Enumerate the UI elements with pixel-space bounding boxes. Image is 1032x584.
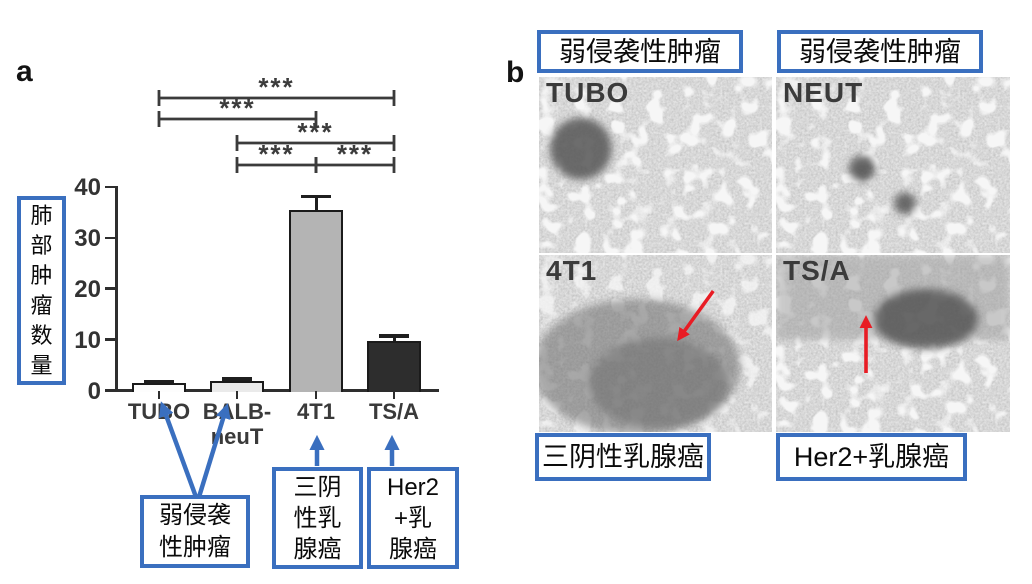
y-tick-label: 30 xyxy=(74,224,101,252)
annotation-box-her2: Her2 +乳 腺癌 xyxy=(367,467,459,569)
significance-stars: *** xyxy=(337,139,373,169)
error-bar-cap xyxy=(301,194,331,199)
tumor-nodule xyxy=(849,155,875,182)
bar-balb--neut xyxy=(210,381,264,393)
x-axis-category-label: TS/A xyxy=(368,399,420,424)
tumor-mass xyxy=(588,338,729,428)
x-tick xyxy=(314,391,318,399)
error-bar-cap xyxy=(379,334,409,338)
error-bar-cap xyxy=(144,379,174,384)
her2-label: Her2+乳腺癌 xyxy=(793,442,950,472)
tumor-mass xyxy=(874,289,978,349)
panel-b-label: b xyxy=(506,56,525,89)
significance-bracket xyxy=(235,135,396,151)
annotation-box-tnbc: 三阴 性乳 腺癌 xyxy=(272,467,363,569)
y-tick xyxy=(105,236,117,240)
y-tick-label: 20 xyxy=(74,275,101,303)
bar-tubo xyxy=(132,383,186,393)
label-box-her2: Her2+乳腺癌 xyxy=(776,433,967,481)
significance-stars: *** xyxy=(297,117,333,147)
error-bar-cap xyxy=(222,377,252,381)
y-tick-label: 0 xyxy=(87,377,101,405)
label-box-weak-invasive-neut: 弱侵袭性肿瘤 xyxy=(777,30,983,73)
significance-stars: *** xyxy=(258,72,294,102)
tnbc-label: 三阴性乳腺癌 xyxy=(542,442,704,472)
y-tick-label: 40 xyxy=(74,173,101,201)
label-box-tnbc: 三阴性乳腺癌 xyxy=(535,433,711,481)
image-label-tsa: TS/A xyxy=(783,255,851,286)
weak-invasive-label-2: 弱侵袭性肿瘤 xyxy=(799,36,961,67)
x-axis-line xyxy=(111,389,439,392)
significance-stars: *** xyxy=(258,139,294,169)
x-tick xyxy=(235,391,239,399)
image-label-4t1: 4T1 xyxy=(546,255,598,286)
x-tick xyxy=(157,391,161,399)
weak-invasive-label-1: 弱侵袭性肿瘤 xyxy=(559,36,721,67)
bar-4t1 xyxy=(289,209,343,393)
significance-bracket xyxy=(235,157,318,173)
annotation-box-weak-invasive: 弱侵袭 性肿瘤 xyxy=(140,495,250,568)
error-bar-line xyxy=(314,195,318,216)
x-tick xyxy=(392,391,396,399)
significance-bracket xyxy=(157,90,396,106)
histology-image-4t1: 4T1 xyxy=(539,255,772,432)
significance-bracket xyxy=(157,111,318,127)
image-label-neut: NEUT xyxy=(783,77,864,108)
y-axis-label: 肺 部 肿 瘤 数 量 xyxy=(30,202,53,378)
x-axis-category-label: 4T1 xyxy=(297,399,335,424)
label-box-weak-invasive-tubo: 弱侵袭性肿瘤 xyxy=(537,30,743,73)
tumor-nodule xyxy=(549,117,612,180)
airspace-patches xyxy=(776,77,1010,253)
y-tick xyxy=(105,338,117,341)
histology-image-tubo: TUBO xyxy=(539,77,772,253)
significance-stars: *** xyxy=(219,93,255,123)
y-tick xyxy=(105,389,117,392)
x-axis-category-label: BALB- neuT xyxy=(202,399,272,449)
y-axis-label-box: 肺 部 肿 瘤 数 量 xyxy=(17,196,66,385)
panel-a-label: a xyxy=(16,55,33,88)
y-tick-label: 10 xyxy=(74,326,101,354)
annotation-weak-invasive-text: 弱侵袭 性肿瘤 xyxy=(159,501,231,561)
image-label-tubo: TUBO xyxy=(546,77,630,108)
significance-bracket xyxy=(314,157,396,173)
significance-brackets: ************ *** xyxy=(157,72,396,173)
histology-image-neut: NEUT xyxy=(776,77,1010,253)
tumor-nodule xyxy=(894,192,916,215)
histology-image-tsa: TS/A xyxy=(776,255,1010,432)
bar-ts-a xyxy=(367,340,421,393)
annotation-her2-text: Her2 +乳 腺癌 xyxy=(386,473,440,563)
red-arrow-4t1 xyxy=(677,289,715,342)
annotation-tnbc-text: 三阴 性乳 腺癌 xyxy=(293,473,342,563)
y-tick xyxy=(105,185,117,189)
y-tick xyxy=(105,287,117,290)
